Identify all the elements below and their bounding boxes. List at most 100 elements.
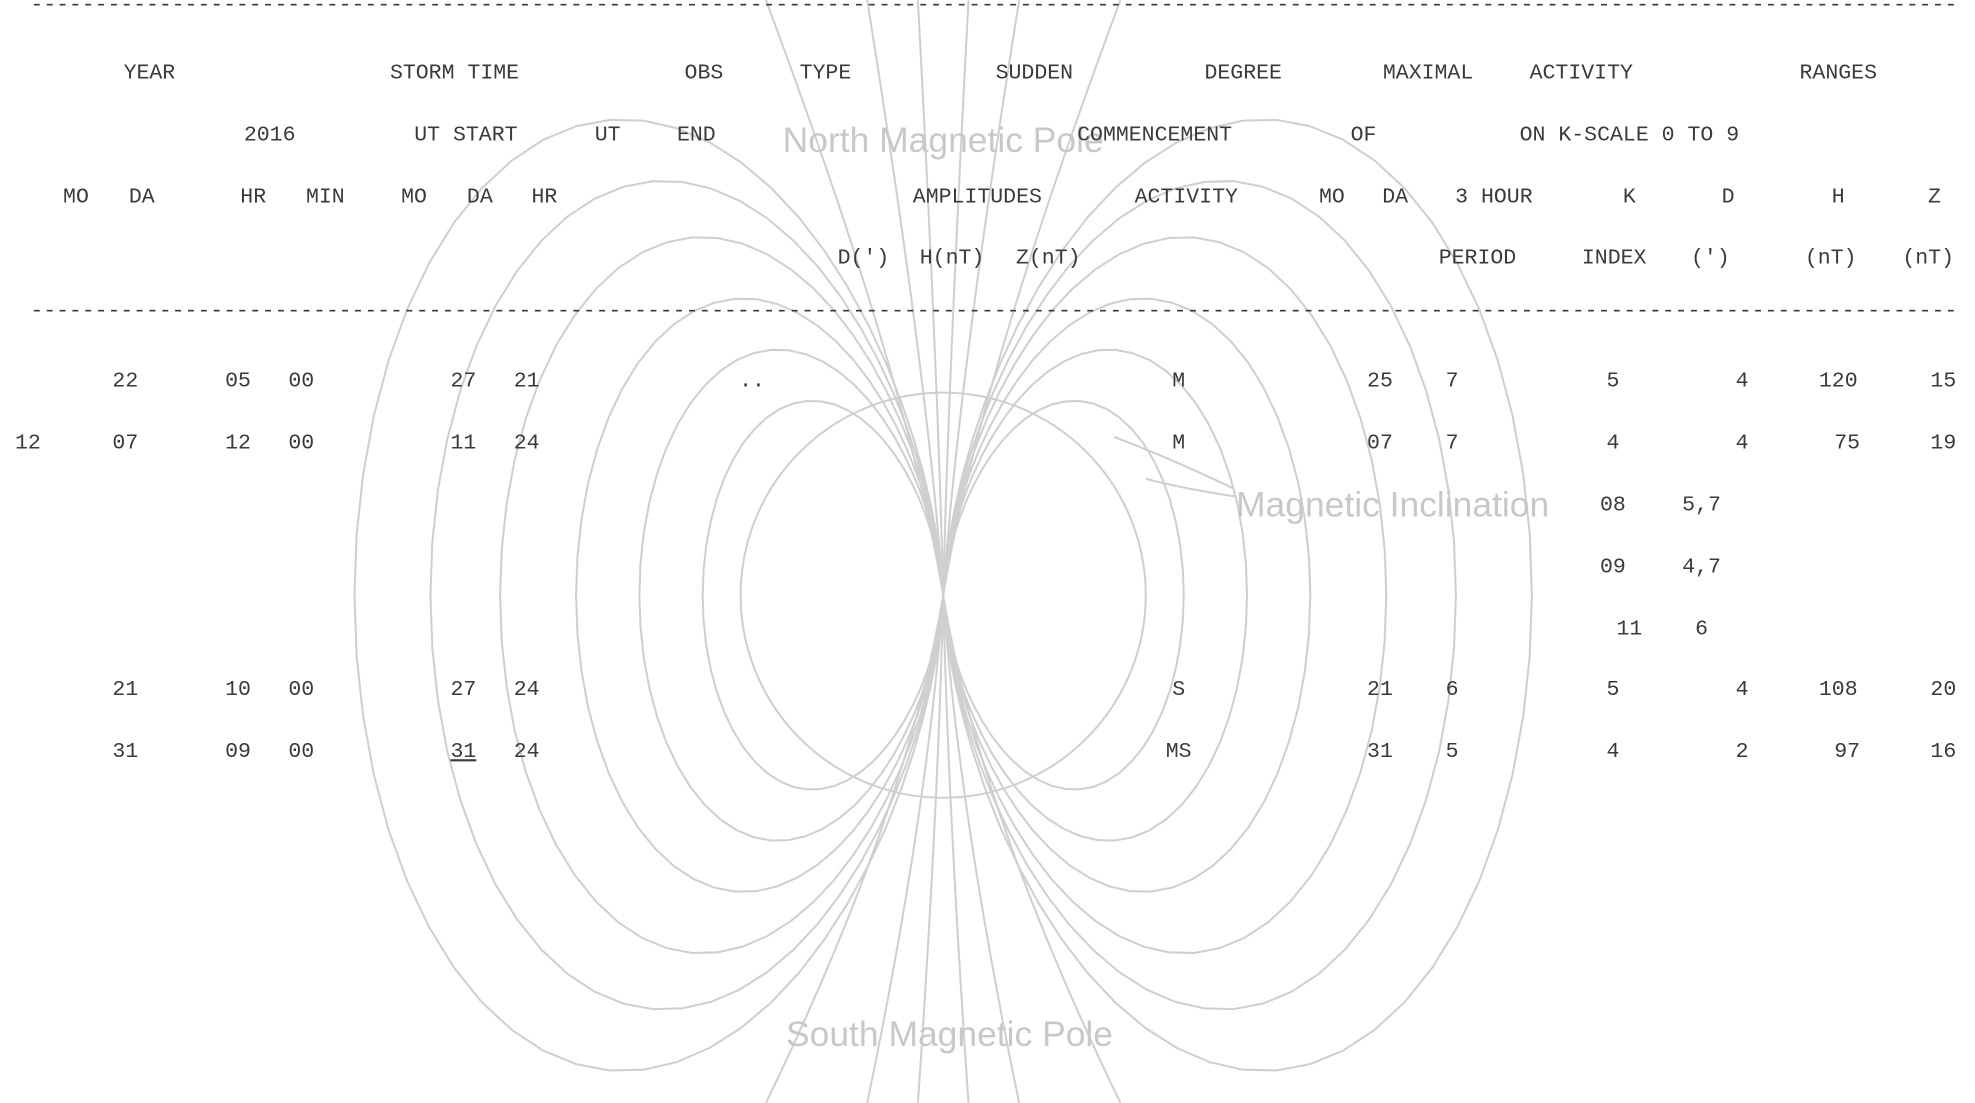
cell-text: 08 bbox=[1600, 493, 1626, 517]
north-pole-label: North Magnetic Pole bbox=[783, 120, 1104, 160]
field-line bbox=[429, 180, 944, 1011]
cell-text: 22 bbox=[112, 369, 138, 393]
cell-text: .. bbox=[739, 369, 765, 393]
header-text: 2016 bbox=[244, 124, 296, 148]
cell-text: 6 bbox=[1695, 617, 1708, 641]
cell-text: 4,7 bbox=[1682, 555, 1721, 579]
cell-text: 120 bbox=[1819, 369, 1858, 393]
cell-text: M bbox=[1172, 431, 1185, 455]
cell-text: 108 bbox=[1819, 678, 1858, 702]
header-text: UT bbox=[595, 124, 621, 148]
cell-text: 21 bbox=[112, 678, 138, 702]
cell-text: 00 bbox=[288, 678, 314, 702]
header-text: ACTIVITY bbox=[1530, 62, 1633, 86]
field-line bbox=[701, 399, 945, 791]
header-text: D(') bbox=[838, 246, 890, 270]
header-text: K bbox=[1623, 186, 1636, 210]
header-text: ON K-SCALE 0 TO 9 bbox=[1520, 124, 1740, 148]
header-text: MO bbox=[1319, 186, 1345, 210]
cell-text: 07 bbox=[112, 431, 138, 455]
header-text: UT START bbox=[414, 124, 517, 148]
cell-text: 24 bbox=[514, 740, 540, 764]
cell-text: 7 bbox=[1446, 431, 1459, 455]
header-text: DA bbox=[129, 186, 155, 210]
header-text: D bbox=[1722, 186, 1735, 210]
cell-text: S bbox=[1172, 678, 1185, 702]
field-line bbox=[499, 236, 944, 954]
header-text: DA bbox=[467, 186, 493, 210]
cell-text: 12 bbox=[15, 431, 41, 455]
field-line bbox=[942, 236, 1388, 954]
field-line bbox=[942, 348, 1249, 842]
cell-text: 5 bbox=[1606, 678, 1619, 702]
header-text: (') bbox=[1691, 246, 1730, 270]
header-text: RANGES bbox=[1800, 62, 1877, 86]
cell-text: 05 bbox=[225, 369, 251, 393]
header-text: H(nT) bbox=[920, 246, 985, 270]
header-text: END bbox=[677, 124, 716, 148]
cell-text: 5 bbox=[1446, 740, 1459, 764]
cell-text: 4 bbox=[1736, 431, 1749, 455]
cell-text: 07 bbox=[1367, 431, 1393, 455]
open-field-line bbox=[866, 0, 945, 1103]
header-text: OF bbox=[1351, 124, 1377, 148]
inclination-label: Magnetic Inclination bbox=[1236, 485, 1549, 525]
header-text: DA bbox=[1382, 186, 1408, 210]
cell-text: 4 bbox=[1606, 431, 1619, 455]
cell-text: 2 bbox=[1736, 740, 1749, 764]
header-text: MIN bbox=[306, 186, 345, 210]
header-text: OBS bbox=[685, 62, 724, 86]
header-text: MO bbox=[63, 186, 89, 210]
header-text: YEAR bbox=[124, 62, 176, 86]
header-text: AMPLITUDES bbox=[913, 186, 1042, 210]
header-text: PERIOD bbox=[1439, 246, 1516, 270]
cell-text: 15 bbox=[1930, 369, 1956, 393]
header-text: Z(nT) bbox=[1016, 246, 1081, 270]
header-text: MAXIMAL bbox=[1383, 62, 1473, 86]
magnetic-field-illustration bbox=[353, 0, 1533, 1103]
cell-text: 21 bbox=[514, 369, 540, 393]
cell-text: 7 bbox=[1446, 369, 1459, 393]
header-text: 3 HOUR bbox=[1455, 186, 1533, 210]
cell-text: 11 bbox=[1616, 617, 1642, 641]
cell-text: 10 bbox=[225, 678, 251, 702]
header-text: MO bbox=[401, 186, 427, 210]
cell-text: 09 bbox=[1600, 555, 1626, 579]
cell-text: 24 bbox=[514, 431, 540, 455]
field-line bbox=[638, 348, 945, 842]
cell-text: 4 bbox=[1736, 369, 1749, 393]
header-text: INDEX bbox=[1582, 246, 1647, 270]
field-line bbox=[942, 297, 1312, 893]
header-text: STORM TIME bbox=[390, 62, 519, 86]
cell-text: 00 bbox=[288, 431, 314, 455]
cell-text: 5,7 bbox=[1682, 493, 1721, 517]
cell-text: MS bbox=[1166, 740, 1192, 764]
cell-text: 12 bbox=[225, 431, 251, 455]
header-text: (nT) bbox=[1805, 246, 1857, 270]
cell-text: 31 bbox=[450, 740, 476, 764]
cell-text: 16 bbox=[1930, 740, 1956, 764]
south-pole-label: South Magnetic Pole bbox=[786, 1014, 1113, 1054]
separator-line: ----------------------------------------… bbox=[30, 0, 1957, 17]
open-field-line bbox=[764, 0, 945, 1103]
header-text: HR bbox=[240, 186, 266, 210]
field-line bbox=[942, 118, 1533, 1072]
field-line bbox=[353, 118, 944, 1072]
separator-line: ----------------------------------------… bbox=[30, 300, 1957, 324]
cell-text: 4 bbox=[1736, 678, 1749, 702]
cell-text: 31 bbox=[1367, 740, 1393, 764]
header-text: DEGREE bbox=[1204, 62, 1281, 86]
cell-text: 24 bbox=[514, 678, 540, 702]
cell-text: 6 bbox=[1446, 678, 1459, 702]
cell-text: 27 bbox=[450, 678, 476, 702]
cell-text: 11 bbox=[450, 431, 476, 455]
field-line bbox=[942, 399, 1185, 791]
cell-text: 97 bbox=[1834, 740, 1860, 764]
header-text: TYPE bbox=[800, 62, 852, 86]
earth-circle bbox=[739, 391, 1147, 799]
header-text: COMMENCEMENT bbox=[1077, 124, 1232, 148]
cell-text: 4 bbox=[1606, 740, 1619, 764]
cell-text: 31 bbox=[112, 740, 138, 764]
cell-text: 00 bbox=[288, 369, 314, 393]
